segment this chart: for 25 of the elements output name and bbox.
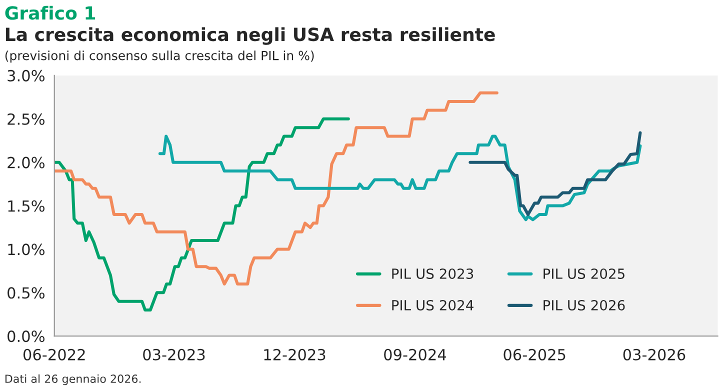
x-tick-label: 12-2023 [264,348,326,360]
text: Dati al 26 gennaio 2026. [5,374,141,386]
chart-title: La crescita economica negli USA resta resiliente [6,27,495,45]
legend-label: PIL US 2023 [392,268,474,279]
legend-label: PIL US 2025 [544,268,624,279]
y-tick-label: 0.0% [8,330,45,342]
legend-label: PIL US 2024 [392,300,474,310]
line-series [158,134,642,222]
line-series [54,117,350,312]
y-tick-label: 2.5% [8,113,45,125]
line-series [468,131,642,216]
x-tick-label: 03-2023 [143,348,205,360]
text: Grafico 1 [5,6,96,20]
y-tick-label: 1.0% [8,244,45,256]
x-tick-label: 03-2026 [623,348,686,360]
y-tick-label: 3.0% [8,70,45,82]
x-tick-label: 06-2025 [504,348,566,360]
line-series [54,91,498,286]
y-tick-label: 2.0% [8,156,45,168]
y-tick-label: 0.5% [8,287,45,299]
chart-subtitle: (previsioni di consenso sulla crescita del PIL in %) [5,50,314,63]
x-tick-label: 06-2022 [23,348,85,360]
legend-label: PIL US 2026 [544,300,625,310]
x-tick-label: 09-2024 [384,348,446,360]
y-tick-label: 1.5% [8,200,45,212]
